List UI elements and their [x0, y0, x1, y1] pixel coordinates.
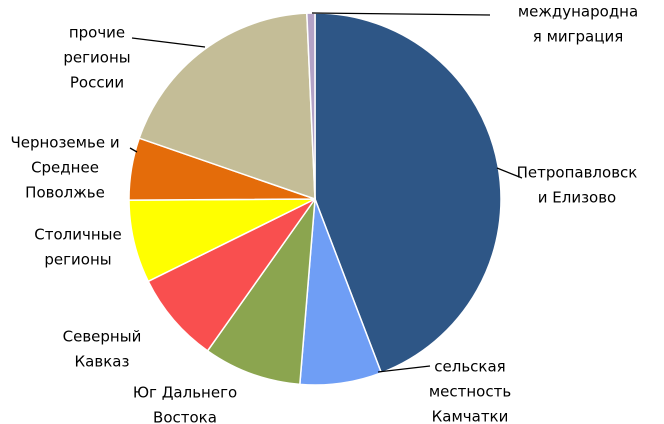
slice-label: прочие [69, 24, 125, 42]
slice-label: местность [429, 383, 511, 401]
slice-label: Столичные [34, 226, 121, 244]
slice-label: Востока [153, 409, 217, 424]
slice-label: международна [518, 3, 638, 21]
pie-slice [206, 196, 316, 386]
slice-label: Петропавловск [517, 164, 638, 182]
slice-label: Черноземье и [10, 134, 119, 152]
slice-label: сельская [434, 358, 505, 376]
slice-label: Поволжье [25, 184, 105, 202]
slice-label: Юг Дальнего [133, 384, 237, 402]
pie-slice [314, 12, 502, 374]
slice-label: Среднее [31, 159, 99, 177]
slice-label: России [70, 74, 124, 92]
slice-label: Камчатки [432, 408, 509, 424]
slice-label: Северный [63, 328, 142, 346]
slice-label: я миграция [533, 28, 623, 46]
leader-line [377, 365, 431, 373]
leader-line [496, 167, 523, 179]
pie-slice [147, 198, 316, 352]
leader-line [129, 147, 138, 153]
slice-label: Кавказ [75, 353, 130, 371]
slice-label: и Елизово [538, 189, 617, 207]
leader-line [131, 37, 206, 48]
pie-slice [138, 12, 316, 201]
slice-label: регионы [63, 49, 130, 67]
slice-label: регионы [44, 251, 111, 269]
leader-line [311, 12, 491, 16]
